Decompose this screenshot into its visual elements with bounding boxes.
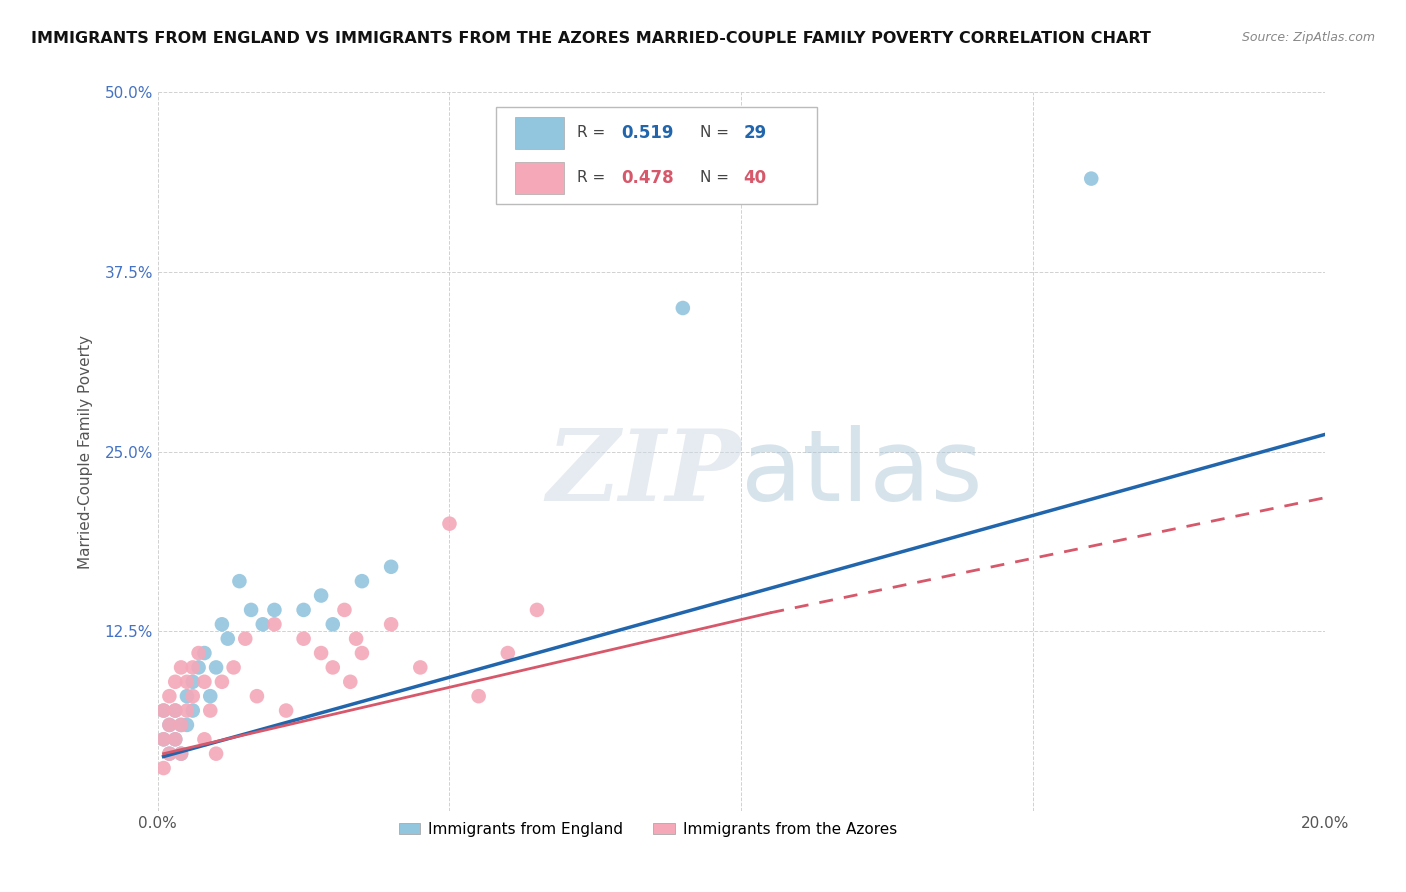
Point <box>157 747 180 761</box>
Point <box>157 718 180 732</box>
Point <box>233 632 256 646</box>
FancyBboxPatch shape <box>496 107 817 203</box>
Point <box>152 732 174 747</box>
Point <box>170 718 193 732</box>
Point <box>274 704 297 718</box>
Point <box>263 617 285 632</box>
Point <box>181 660 204 674</box>
Point <box>211 674 233 689</box>
Point <box>181 689 204 703</box>
Point <box>292 603 315 617</box>
Point <box>193 674 215 689</box>
Point <box>1080 171 1102 186</box>
Point <box>170 660 193 674</box>
Point <box>217 632 239 646</box>
Point <box>380 617 402 632</box>
Text: R =: R = <box>576 170 610 186</box>
Point <box>344 632 367 646</box>
Point <box>176 674 198 689</box>
Y-axis label: Married-Couple Family Poverty: Married-Couple Family Poverty <box>79 334 93 569</box>
Text: R =: R = <box>576 125 610 140</box>
Point <box>152 704 174 718</box>
Point <box>165 674 187 689</box>
Point <box>176 689 198 703</box>
Text: IMMIGRANTS FROM ENGLAND VS IMMIGRANTS FROM THE AZORES MARRIED-COUPLE FAMILY POVE: IMMIGRANTS FROM ENGLAND VS IMMIGRANTS FR… <box>31 31 1150 46</box>
Point <box>165 732 187 747</box>
Point <box>252 617 274 632</box>
Point <box>240 603 263 617</box>
Point <box>187 660 209 674</box>
Text: N =: N = <box>700 170 734 186</box>
Point <box>333 603 356 617</box>
Point <box>672 301 695 315</box>
Point <box>152 761 174 775</box>
Point <box>205 747 228 761</box>
Point <box>176 704 198 718</box>
Text: Source: ZipAtlas.com: Source: ZipAtlas.com <box>1241 31 1375 45</box>
Point <box>222 660 245 674</box>
Point <box>496 646 519 660</box>
FancyBboxPatch shape <box>515 117 564 149</box>
Point <box>187 646 209 660</box>
Point <box>176 718 198 732</box>
Text: 29: 29 <box>744 124 766 142</box>
Point <box>339 674 361 689</box>
Point <box>200 689 222 703</box>
Point <box>152 732 174 747</box>
Point <box>350 646 373 660</box>
Point <box>228 574 250 589</box>
Point <box>350 574 373 589</box>
Point <box>526 603 548 617</box>
Point <box>380 559 402 574</box>
Point <box>181 704 204 718</box>
Point <box>439 516 461 531</box>
Point <box>211 617 233 632</box>
Point <box>193 646 215 660</box>
Point <box>309 646 332 660</box>
Point <box>409 660 432 674</box>
Point <box>263 603 285 617</box>
Point <box>165 704 187 718</box>
Point <box>157 718 180 732</box>
Point <box>157 689 180 703</box>
Text: N =: N = <box>700 125 734 140</box>
Point <box>165 704 187 718</box>
Point <box>322 617 344 632</box>
Point <box>322 660 344 674</box>
Point <box>152 704 174 718</box>
Point <box>193 732 215 747</box>
Point <box>467 689 489 703</box>
Point <box>205 660 228 674</box>
Point <box>292 632 315 646</box>
Text: 40: 40 <box>744 169 766 186</box>
Text: 0.478: 0.478 <box>621 169 673 186</box>
Point <box>170 718 193 732</box>
Point <box>165 732 187 747</box>
Point <box>200 704 222 718</box>
Text: ZIP: ZIP <box>546 425 741 522</box>
Point <box>170 747 193 761</box>
FancyBboxPatch shape <box>515 162 564 194</box>
Point <box>309 589 332 603</box>
Point <box>246 689 269 703</box>
Point <box>181 674 204 689</box>
Text: atlas: atlas <box>741 425 983 522</box>
Point <box>157 747 180 761</box>
Text: 0.519: 0.519 <box>621 124 673 142</box>
Legend: Immigrants from England, Immigrants from the Azores: Immigrants from England, Immigrants from… <box>392 816 903 843</box>
Point <box>170 747 193 761</box>
